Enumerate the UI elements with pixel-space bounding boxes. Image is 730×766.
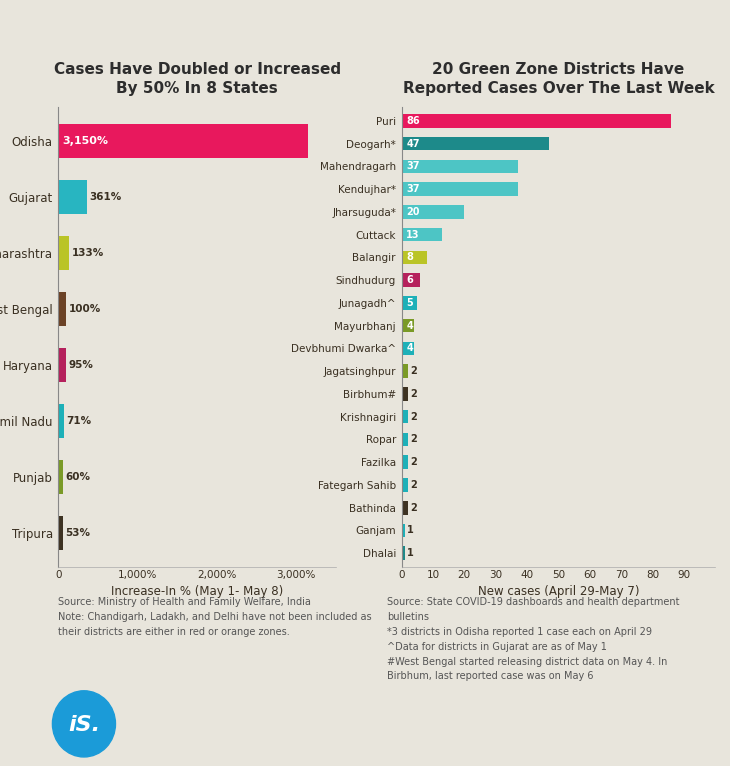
- Bar: [402, 342, 414, 355]
- Bar: [58, 236, 69, 270]
- Text: 2: 2: [410, 366, 417, 376]
- Text: 8: 8: [406, 253, 413, 263]
- Text: 37: 37: [406, 184, 420, 194]
- X-axis label: New cases (April 29-May 7): New cases (April 29-May 7): [477, 585, 639, 598]
- Bar: [58, 292, 66, 326]
- Title: 20 Green Zone Districts Have
Reported Cases Over The Last Week: 20 Green Zone Districts Have Reported Ca…: [402, 61, 715, 97]
- Text: 1: 1: [407, 525, 414, 535]
- Title: Cases Have Doubled or Increased
By 50% In 8 States: Cases Have Doubled or Increased By 50% I…: [53, 61, 341, 97]
- Text: 4: 4: [406, 321, 413, 331]
- Bar: [402, 114, 672, 128]
- Text: 6: 6: [406, 275, 413, 285]
- Text: 133%: 133%: [72, 248, 104, 258]
- Text: 95%: 95%: [69, 360, 93, 370]
- Text: 37: 37: [406, 162, 420, 172]
- Text: 2: 2: [410, 502, 417, 512]
- Text: 2: 2: [410, 480, 417, 490]
- Bar: [58, 404, 64, 438]
- Bar: [402, 250, 426, 264]
- Circle shape: [53, 691, 115, 757]
- Text: 71%: 71%: [66, 416, 91, 426]
- Bar: [402, 273, 420, 287]
- Text: Source: State COVID-19 dashboards and health department
bulletins
*3 districts i: Source: State COVID-19 dashboards and he…: [387, 597, 680, 682]
- Text: 20: 20: [406, 207, 420, 217]
- Bar: [402, 524, 404, 537]
- Text: 1: 1: [407, 548, 414, 558]
- X-axis label: Increase-In % (May 1- May 8): Increase-In % (May 1- May 8): [111, 585, 283, 598]
- Bar: [58, 124, 308, 158]
- Bar: [58, 460, 64, 494]
- Bar: [402, 410, 408, 424]
- Text: 60%: 60%: [66, 472, 91, 482]
- Bar: [402, 159, 518, 173]
- Text: 2: 2: [410, 434, 417, 444]
- Text: 53%: 53%: [65, 529, 90, 538]
- Text: 5: 5: [406, 298, 413, 308]
- Bar: [58, 180, 87, 214]
- Bar: [402, 228, 442, 241]
- Text: Source: Ministry of Health and Family Welfare, India
Note: Chandigarh, Ladakh, a: Source: Ministry of Health and Family We…: [58, 597, 372, 637]
- Bar: [402, 296, 418, 309]
- Text: 100%: 100%: [69, 304, 101, 314]
- Bar: [402, 478, 408, 492]
- Bar: [402, 433, 408, 447]
- Text: 2: 2: [410, 457, 417, 467]
- Text: 361%: 361%: [89, 192, 122, 202]
- Text: 86: 86: [406, 116, 420, 126]
- Bar: [402, 137, 549, 150]
- Bar: [402, 546, 404, 560]
- Text: 3,150%: 3,150%: [62, 136, 108, 146]
- Text: 47: 47: [406, 139, 420, 149]
- Text: 2: 2: [410, 389, 417, 399]
- Bar: [402, 387, 408, 401]
- Bar: [402, 365, 408, 378]
- Text: 4: 4: [406, 343, 413, 353]
- Bar: [402, 501, 408, 515]
- Bar: [58, 349, 66, 382]
- Text: iS.: iS.: [68, 715, 100, 735]
- Bar: [402, 205, 464, 219]
- Bar: [402, 455, 408, 469]
- Bar: [58, 516, 63, 550]
- Text: 13: 13: [406, 230, 420, 240]
- Bar: [402, 319, 414, 332]
- Text: 2: 2: [410, 411, 417, 421]
- Bar: [402, 182, 518, 196]
